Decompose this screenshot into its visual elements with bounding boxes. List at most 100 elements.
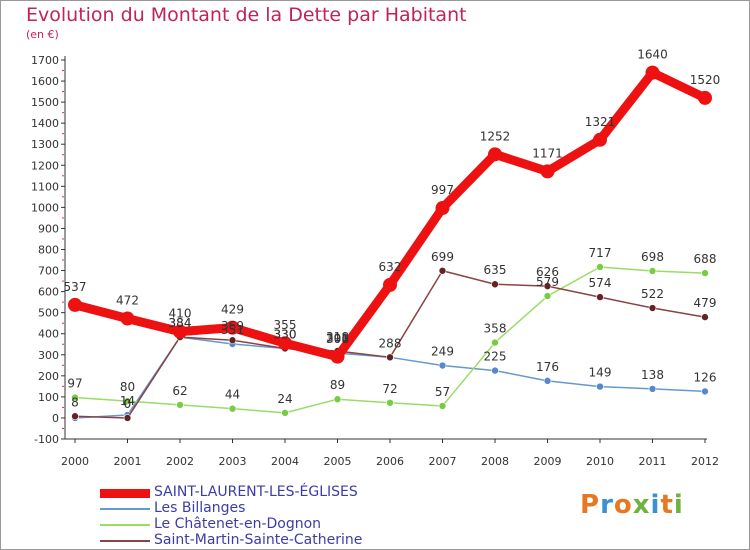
data-label: 635	[484, 263, 507, 277]
series-point-1	[596, 382, 604, 391]
x-tick-label: 2002	[166, 455, 194, 468]
y-tick-label: 1100	[31, 180, 59, 193]
series-point-0	[435, 201, 450, 216]
series-point-1	[543, 377, 552, 385]
series-point-2	[176, 401, 184, 409]
data-label: 44	[225, 388, 240, 402]
y-tick-label: 300	[38, 349, 59, 362]
series-point-2	[123, 397, 132, 405]
series-point-1	[701, 387, 709, 396]
series-point-3	[543, 282, 552, 290]
x-tick-label: 2001	[114, 455, 142, 468]
series-point-0	[68, 297, 82, 312]
data-label: 579	[536, 275, 559, 289]
y-tick-label: -100	[34, 433, 59, 446]
x-tick-label: 2010	[586, 455, 614, 468]
data-label: 522	[641, 287, 664, 301]
series-point-3	[228, 336, 237, 345]
data-label: 410	[169, 307, 192, 321]
legend-label: Saint-Martin-Sainte-Catherine	[154, 532, 363, 548]
data-label: 149	[589, 366, 612, 380]
data-label: 291	[326, 332, 349, 346]
series-point-0	[593, 132, 607, 147]
x-tick-label: 2005	[324, 455, 352, 468]
data-label: 89	[330, 378, 345, 392]
data-label: 308	[326, 332, 349, 346]
y-tick-label: 600	[38, 286, 59, 299]
series-point-0	[488, 147, 502, 162]
x-tick-label: 2006	[376, 455, 404, 468]
y-tick-label: 1500	[31, 96, 59, 109]
data-label: 318	[326, 330, 349, 344]
data-label: 8	[71, 395, 79, 409]
data-label: 698	[641, 250, 664, 264]
x-tick-label: 2007	[429, 455, 457, 468]
series-point-2	[281, 409, 289, 417]
series-point-2	[596, 263, 604, 271]
series-point-0	[278, 336, 292, 351]
data-label: 288	[379, 336, 402, 350]
series-point-2	[491, 338, 499, 347]
data-label: 626	[536, 265, 559, 279]
series-point-0	[698, 90, 712, 105]
y-tick-label: 200	[38, 370, 59, 383]
series-point-0	[645, 65, 660, 80]
data-label: 62	[172, 384, 187, 398]
series-point-2	[701, 269, 709, 277]
series-point-0	[383, 277, 397, 292]
y-tick-label: 700	[38, 265, 59, 278]
series-point-3	[438, 266, 447, 275]
data-label: 176	[536, 360, 559, 374]
data-label: 138	[641, 368, 664, 382]
data-label: 0	[124, 397, 132, 411]
legend-label: Les Billanges	[154, 500, 246, 516]
series-point-2	[543, 292, 552, 300]
series-point-2	[386, 398, 394, 407]
y-tick-label: 800	[38, 244, 59, 257]
data-label: 369	[221, 319, 244, 333]
series-point-0	[540, 164, 555, 179]
series-point-2	[648, 267, 657, 275]
data-label: 632	[379, 260, 402, 274]
x-tick-label: 2011	[639, 455, 667, 468]
data-label: 574	[589, 276, 612, 290]
series-point-3	[491, 280, 499, 289]
series-point-0	[330, 349, 345, 364]
y-tick-label: 500	[38, 307, 59, 320]
data-label: 351	[221, 323, 244, 337]
x-tick-label: 2004	[271, 455, 299, 468]
legend-swatch	[100, 488, 150, 498]
y-tick-label: 1700	[31, 54, 59, 67]
data-label: 384	[169, 316, 192, 330]
y-tick-label: 1000	[31, 201, 59, 214]
data-label: 97	[67, 377, 82, 391]
data-label: 126	[694, 370, 717, 384]
x-tick-label: 2009	[534, 455, 562, 468]
y-tick-label: 0	[52, 412, 59, 425]
legend-label: SAINT-LAURENT-LES-ÉGLISES	[154, 484, 358, 500]
y-tick-label: 400	[38, 328, 59, 341]
data-label: 1321	[585, 115, 616, 129]
y-tick-label: 900	[38, 222, 59, 235]
chart-title: Evolution du Montant de la Dette par Hab…	[26, 4, 467, 26]
data-label: 537	[64, 280, 87, 294]
series-point-0	[225, 320, 240, 335]
x-tick-label: 2000	[61, 455, 89, 468]
series-point-1	[648, 385, 657, 393]
x-tick-label: 2008	[481, 455, 509, 468]
unit-label: (en €)	[26, 28, 59, 41]
data-label: 1171	[532, 146, 563, 160]
series-point-3	[386, 353, 394, 362]
data-label: 57	[435, 385, 450, 399]
x-tick-label: 2012	[691, 455, 719, 468]
data-label: 1640	[637, 48, 668, 62]
series-point-1	[491, 366, 499, 375]
x-tick-label: 2003	[219, 455, 247, 468]
series-point-2	[438, 402, 447, 410]
data-label: 249	[431, 345, 454, 359]
data-label: 24	[277, 392, 292, 406]
series-point-3	[701, 313, 709, 321]
legend-swatch	[100, 524, 150, 526]
